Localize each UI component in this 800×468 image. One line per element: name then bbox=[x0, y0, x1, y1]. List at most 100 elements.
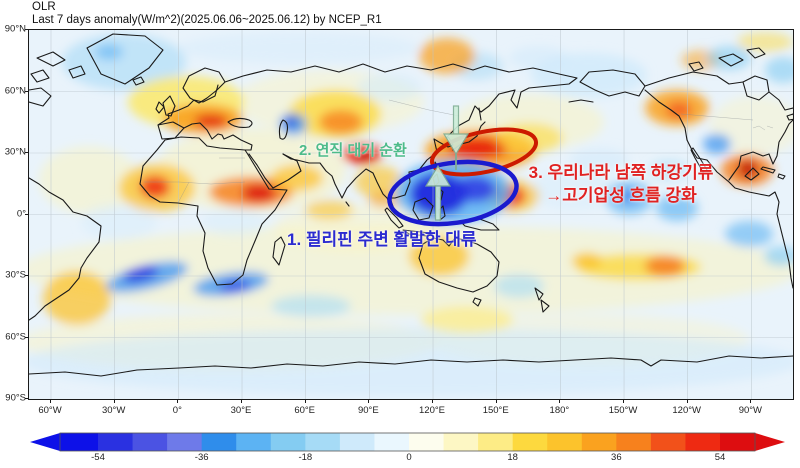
y-tick-mark bbox=[25, 90, 29, 92]
anomaly-blob bbox=[454, 176, 496, 202]
circulation-arrows bbox=[424, 105, 470, 221]
world-anomaly-map bbox=[29, 30, 793, 399]
anomaly-blob bbox=[569, 148, 629, 172]
colorbar-segment bbox=[201, 433, 237, 451]
y-tick-label: 0° bbox=[16, 208, 26, 219]
anomaly-blob bbox=[353, 150, 373, 160]
colorbar-tick-label: -36 bbox=[194, 452, 209, 463]
colorbar-under-segment bbox=[60, 433, 98, 451]
colorbar-segment bbox=[132, 433, 168, 451]
x-tick-label: 90°E bbox=[357, 405, 379, 416]
anomaly-blob bbox=[409, 236, 469, 276]
colorbar bbox=[30, 432, 785, 452]
x-tick-label: 60°W bbox=[38, 405, 62, 416]
anomaly-blob bbox=[305, 200, 353, 220]
chart-subtitle: Last 7 days anomaly(W/m^2)(2025.06.06~20… bbox=[32, 14, 382, 26]
colorbar-tick-label: 0 bbox=[406, 452, 412, 463]
anomaly-blob bbox=[509, 46, 569, 70]
x-tick-mark bbox=[304, 399, 306, 403]
x-tick-mark bbox=[750, 399, 752, 403]
country-borders bbox=[144, 99, 774, 204]
annotation-korea-downdraft-line2: →고기압성 흐름 강화 bbox=[545, 186, 697, 205]
colorbar-segment bbox=[409, 433, 445, 451]
annotation-korea-downdraft-line1: 3. 우리나라 남쪽 하강기류 bbox=[528, 163, 714, 182]
colorbar-segment bbox=[547, 433, 583, 451]
x-tick-mark bbox=[368, 399, 370, 403]
x-tick-mark bbox=[432, 399, 434, 403]
colorbar-segment bbox=[98, 433, 134, 451]
colorbar-segment bbox=[167, 433, 203, 451]
x-tick-mark bbox=[623, 399, 625, 403]
y-tick-label: 30°S bbox=[5, 269, 26, 281]
annotation-vertical-circulation: 2. 연직 대기 순환 bbox=[299, 142, 407, 159]
x-tick-label: 150°E bbox=[482, 405, 509, 416]
anomaly-blob bbox=[62, 34, 186, 90]
y-tick-mark bbox=[25, 398, 29, 399]
y-tick-label: 90°S bbox=[5, 392, 26, 404]
y-tick-label: 30°N bbox=[4, 146, 26, 158]
graticule bbox=[29, 30, 793, 399]
anomaly-blob bbox=[271, 295, 351, 317]
y-tick-label: 60°S bbox=[5, 331, 26, 342]
anomaly-blob bbox=[319, 110, 363, 134]
down-arrow-stem bbox=[452, 105, 460, 135]
x-tick-label: 30°E bbox=[230, 405, 252, 416]
anomaly-blob bbox=[271, 165, 323, 191]
y-tick-mark bbox=[25, 152, 29, 153]
anomaly-field bbox=[29, 32, 793, 396]
down-arrow-icon bbox=[442, 133, 470, 156]
anomaly-blob bbox=[140, 176, 170, 198]
up-arrow-stem bbox=[434, 185, 442, 221]
anomaly-blob bbox=[707, 46, 751, 70]
colorbar-tick-label: 36 bbox=[611, 452, 622, 463]
colorbar-segment bbox=[236, 433, 272, 451]
x-tick-label: 120°E bbox=[419, 405, 446, 416]
y-tick-label: 60°N bbox=[4, 85, 26, 96]
x-tick-label: 180° bbox=[549, 405, 570, 416]
y-tick-mark bbox=[25, 275, 29, 276]
x-tick-mark bbox=[559, 399, 561, 403]
anomaly-blob bbox=[123, 265, 159, 283]
y-tick-label: 90°N bbox=[4, 23, 26, 35]
x-tick-mark bbox=[686, 399, 688, 403]
colorbar-segment bbox=[685, 433, 721, 451]
colorbar-tick-label: 18 bbox=[507, 452, 518, 463]
x-tick-mark bbox=[495, 399, 497, 403]
anomaly-blob bbox=[43, 271, 111, 325]
x-tick-mark bbox=[241, 399, 242, 403]
y-tick-mark bbox=[25, 29, 29, 30]
x-tick-label: 150°W bbox=[608, 405, 638, 416]
anomaly-blob bbox=[649, 160, 689, 180]
y-tick-mark bbox=[25, 213, 29, 215]
anomaly-blob bbox=[202, 208, 266, 236]
blue-ellipse-highlight bbox=[387, 159, 519, 227]
colorbar-under-arrow bbox=[30, 433, 60, 451]
anomaly-blob bbox=[737, 32, 793, 52]
colorbar-segment bbox=[616, 433, 652, 451]
x-tick-label: 60°E bbox=[294, 405, 316, 416]
y-tick-mark bbox=[25, 336, 29, 338]
colorbar-tick-label: -54 bbox=[91, 452, 105, 463]
chart-title: OLR bbox=[32, 1, 56, 13]
anomaly-blob bbox=[95, 44, 123, 60]
colorbar-over-segment bbox=[720, 433, 755, 451]
x-tick-mark bbox=[50, 399, 51, 403]
anomaly-blob bbox=[645, 256, 685, 276]
anomaly-blob bbox=[179, 32, 419, 64]
annotation-philippines-convection: 1. 필리핀 주변 활발한 대류 bbox=[287, 230, 477, 249]
colorbar-segment bbox=[478, 433, 514, 451]
colorbar-segment bbox=[374, 433, 410, 451]
anomaly-blob bbox=[242, 184, 276, 202]
x-tick-label: 30°W bbox=[101, 405, 126, 416]
colorbar-over-arrow bbox=[755, 433, 785, 451]
x-tick-mark bbox=[177, 399, 179, 403]
colorbar-segment bbox=[512, 433, 548, 451]
anomaly-blob bbox=[529, 170, 619, 210]
colorbar-outline bbox=[59, 432, 756, 452]
x-tick-label: 90°W bbox=[738, 405, 763, 416]
anomaly-blob bbox=[421, 307, 513, 333]
anomaly-blob bbox=[156, 128, 346, 212]
anomaly-blob bbox=[725, 221, 773, 247]
colorbar-segment bbox=[650, 433, 686, 451]
